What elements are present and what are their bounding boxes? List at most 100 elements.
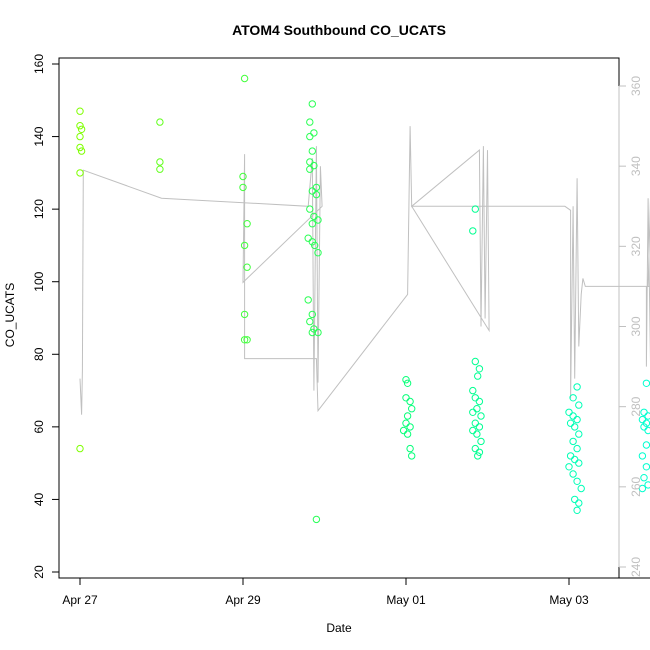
data-point bbox=[304, 296, 312, 304]
data-point bbox=[310, 161, 318, 170]
data-point bbox=[642, 463, 650, 471]
chart-title: ATOM4 Southbound CO_UCATS bbox=[232, 22, 446, 38]
right-tick-label: 260 bbox=[629, 477, 643, 497]
data-point bbox=[308, 187, 316, 195]
data-point bbox=[469, 386, 477, 395]
data-point bbox=[473, 430, 481, 438]
data-point bbox=[565, 408, 573, 416]
y-axis-right: 240 260 280 300 320 340 360 bbox=[618, 76, 643, 577]
data-point bbox=[306, 165, 314, 173]
data-point bbox=[566, 452, 575, 460]
plot-frame bbox=[58, 57, 620, 579]
y-tick-label: 140 bbox=[32, 126, 46, 146]
data-point bbox=[640, 423, 648, 431]
data-point bbox=[569, 412, 577, 420]
data-point bbox=[312, 190, 321, 199]
data-point bbox=[243, 336, 251, 344]
data-point bbox=[312, 515, 321, 524]
data-point bbox=[310, 325, 318, 333]
y-tick-label: 40 bbox=[32, 492, 46, 506]
data-point bbox=[402, 394, 410, 402]
data-point bbox=[571, 423, 579, 431]
data-point bbox=[640, 474, 648, 482]
data-point bbox=[569, 470, 577, 478]
data-point bbox=[156, 118, 164, 126]
data-point bbox=[77, 147, 86, 155]
data-point bbox=[240, 241, 249, 250]
data-point bbox=[306, 118, 314, 126]
data-point bbox=[471, 419, 479, 427]
data-point bbox=[573, 383, 581, 391]
data-point bbox=[469, 408, 477, 416]
data-point bbox=[475, 448, 484, 456]
right-tick-label: 340 bbox=[629, 156, 643, 176]
data-point bbox=[406, 423, 414, 431]
data-point bbox=[306, 317, 314, 326]
data-point bbox=[312, 183, 321, 192]
altitude-line-layer bbox=[79, 126, 650, 415]
data-point bbox=[573, 477, 581, 485]
data-point bbox=[403, 412, 412, 420]
data-point bbox=[310, 129, 318, 137]
data-point bbox=[240, 310, 249, 319]
data-point bbox=[314, 216, 322, 224]
data-point bbox=[573, 415, 581, 424]
data-point bbox=[308, 220, 316, 228]
data-point bbox=[308, 328, 316, 337]
data-point bbox=[474, 452, 482, 460]
data-point bbox=[156, 158, 164, 166]
y-axis-left: 20 40 60 80 100 120 140 160 bbox=[32, 54, 60, 579]
x-axis-label: Date bbox=[326, 621, 352, 635]
data-point bbox=[403, 430, 412, 438]
data-point bbox=[243, 263, 251, 271]
data-point bbox=[77, 125, 86, 134]
data-point bbox=[311, 241, 319, 250]
data-point bbox=[406, 444, 414, 453]
right-tick-label: 300 bbox=[629, 316, 643, 336]
data-point bbox=[569, 394, 577, 402]
data-point bbox=[76, 122, 84, 130]
data-point bbox=[571, 455, 579, 464]
y-tick-label: 20 bbox=[32, 565, 46, 579]
data-point bbox=[575, 459, 583, 467]
data-point bbox=[308, 310, 316, 319]
right-tick-label: 240 bbox=[629, 557, 643, 577]
right-tick-label: 360 bbox=[629, 76, 643, 96]
data-point bbox=[642, 441, 650, 449]
data-point bbox=[644, 426, 650, 435]
right-tick-label: 280 bbox=[629, 396, 643, 416]
data-point bbox=[243, 220, 251, 228]
data-point bbox=[577, 484, 585, 493]
y-tick-label: 100 bbox=[32, 271, 46, 291]
x-tick-label: May 03 bbox=[549, 593, 589, 607]
data-point bbox=[471, 205, 479, 213]
data-point bbox=[569, 437, 577, 446]
data-point bbox=[408, 452, 416, 460]
data-point bbox=[477, 437, 485, 446]
data-point bbox=[473, 405, 481, 413]
data-point bbox=[573, 506, 581, 514]
data-points-layer bbox=[76, 74, 650, 524]
data-point bbox=[306, 158, 314, 166]
data-point bbox=[571, 495, 579, 504]
data-point bbox=[239, 172, 247, 181]
data-point bbox=[240, 336, 249, 344]
data-point bbox=[477, 412, 485, 420]
y-tick-label: 60 bbox=[32, 420, 46, 434]
data-point bbox=[308, 100, 316, 108]
data-point bbox=[474, 372, 482, 380]
data-point bbox=[565, 463, 573, 471]
data-point bbox=[566, 419, 575, 427]
data-point bbox=[638, 484, 647, 493]
data-point bbox=[475, 397, 484, 406]
data-point bbox=[240, 74, 249, 83]
x-tick-label: Apr 27 bbox=[62, 593, 98, 607]
x-tick-label: May 01 bbox=[386, 593, 426, 607]
data-point bbox=[156, 165, 164, 173]
data-point bbox=[402, 419, 410, 427]
data-point bbox=[642, 379, 650, 387]
right-tick-label: 320 bbox=[629, 236, 643, 256]
